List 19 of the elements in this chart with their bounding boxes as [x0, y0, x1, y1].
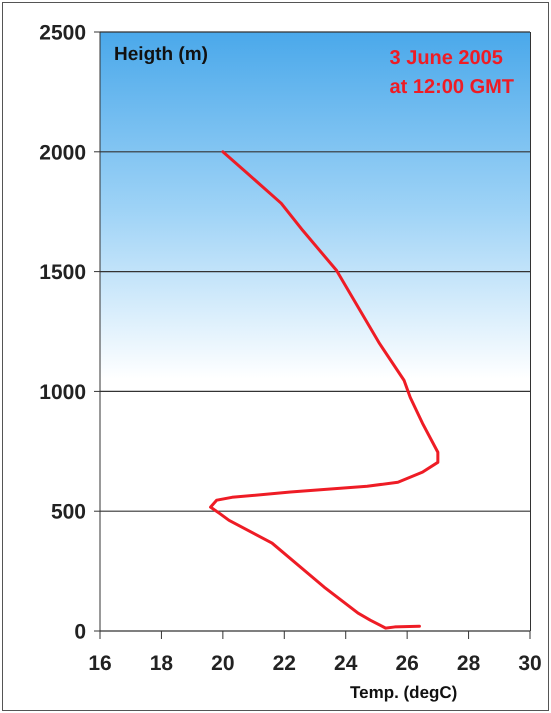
x-axis-title: Temp. (degC): [350, 683, 458, 703]
text: 3 June 2005: [390, 46, 504, 71]
y-tick-label: 1000: [39, 380, 86, 404]
y-tick-label: 0: [74, 620, 86, 644]
line-series: [209, 150, 440, 630]
x-tick-label: 28: [456, 652, 481, 675]
x-tick-label: 24: [334, 652, 358, 675]
y-tick-label: 1500: [39, 261, 86, 284]
x-tick-label: 20: [211, 652, 235, 675]
y-axis-title: Heigth (m): [114, 44, 208, 66]
y-tick-label: 2500: [39, 21, 86, 44]
y-tick-label: 2000: [39, 141, 86, 164]
x-tick-label: 18: [150, 652, 174, 675]
text: at 12:00 GMT: [390, 75, 514, 100]
x-tick-label: 16: [88, 652, 112, 675]
x-tick-label: 26: [395, 652, 419, 675]
y-tick-label: 500: [50, 500, 86, 524]
x-tick-label: 22: [272, 652, 296, 675]
x-tick-label: 30: [518, 652, 542, 675]
